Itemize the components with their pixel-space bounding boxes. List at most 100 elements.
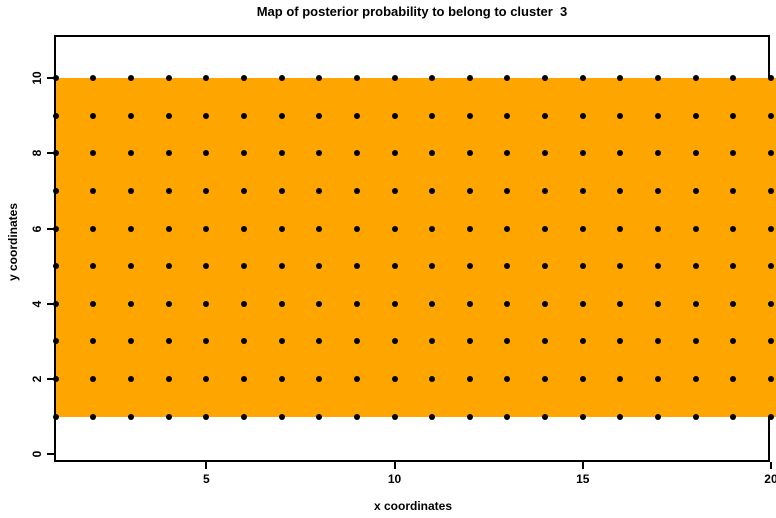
data-point-dot bbox=[466, 150, 473, 157]
data-point-dot bbox=[692, 338, 699, 345]
data-point-dot bbox=[655, 187, 662, 194]
data-point-dot bbox=[542, 150, 549, 157]
data-point-dot bbox=[316, 263, 323, 270]
y-tick-label: 8 bbox=[30, 149, 44, 157]
data-point-dot bbox=[655, 338, 662, 345]
data-point-dot bbox=[767, 225, 774, 232]
data-point-dot bbox=[655, 75, 662, 81]
data-point-dot bbox=[429, 300, 436, 307]
data-point-dot bbox=[767, 187, 774, 194]
data-point-dot bbox=[542, 376, 549, 383]
data-point-dot bbox=[730, 225, 737, 232]
data-point-dot bbox=[278, 413, 285, 420]
data-point-dot bbox=[617, 75, 624, 81]
data-point-dot bbox=[579, 187, 586, 194]
data-point-dot bbox=[52, 413, 59, 420]
data-point-dot bbox=[278, 376, 285, 383]
data-point-dot bbox=[692, 187, 699, 194]
y-tick-label: 0 bbox=[30, 450, 44, 458]
data-point-dot bbox=[504, 338, 511, 345]
data-point-dot bbox=[391, 338, 398, 345]
data-point-dot bbox=[353, 225, 360, 232]
data-point-dot bbox=[655, 413, 662, 420]
data-point-dot bbox=[90, 300, 97, 307]
data-point-dot bbox=[767, 413, 774, 420]
data-point-dot bbox=[504, 263, 511, 270]
data-point-dot bbox=[730, 338, 737, 345]
data-point-dot bbox=[278, 112, 285, 119]
x-tick-label: 5 bbox=[203, 472, 210, 486]
y-tick-label: 10 bbox=[30, 71, 44, 85]
data-point-dot bbox=[241, 112, 247, 119]
data-point-dot bbox=[692, 263, 699, 270]
data-point-dot bbox=[504, 75, 511, 81]
data-point-dot bbox=[655, 263, 662, 270]
data-point-dot bbox=[203, 225, 210, 232]
data-point-dot bbox=[692, 300, 699, 307]
data-point-dot bbox=[203, 376, 210, 383]
x-tick-label: 10 bbox=[387, 472, 402, 486]
data-point-dot bbox=[391, 225, 398, 232]
data-point-dot bbox=[391, 376, 398, 383]
data-point-dot bbox=[353, 263, 360, 270]
y-tick bbox=[47, 302, 54, 305]
data-point-dot bbox=[52, 187, 59, 194]
data-point-dot bbox=[90, 263, 97, 270]
data-point-dot bbox=[542, 300, 549, 307]
data-point-dot bbox=[128, 112, 135, 119]
data-point-dot bbox=[316, 150, 323, 157]
data-point-dot bbox=[655, 150, 662, 157]
data-point-dot bbox=[692, 112, 699, 119]
heatmap-fill bbox=[55, 78, 776, 417]
data-point-dot bbox=[542, 263, 549, 270]
data-point-dot bbox=[165, 413, 172, 420]
data-point-dot bbox=[542, 75, 549, 81]
data-point-dot bbox=[655, 376, 662, 383]
data-point-dot bbox=[241, 75, 247, 81]
data-point-dot bbox=[90, 150, 97, 157]
x-tick bbox=[205, 462, 208, 469]
data-point-dot bbox=[542, 338, 549, 345]
data-point-dot bbox=[241, 413, 247, 420]
y-tick-label: 6 bbox=[30, 225, 44, 232]
data-point-dot bbox=[579, 112, 586, 119]
data-point-dot bbox=[504, 225, 511, 232]
data-point-dot bbox=[617, 187, 624, 194]
data-point-dot bbox=[316, 300, 323, 307]
data-point-dot bbox=[203, 187, 210, 194]
data-point-dot bbox=[579, 413, 586, 420]
data-point-dot bbox=[316, 413, 323, 420]
data-point-dot bbox=[466, 413, 473, 420]
data-point-dot bbox=[579, 376, 586, 383]
data-point-dot bbox=[542, 112, 549, 119]
data-point-dot bbox=[429, 338, 436, 345]
data-point-dot bbox=[542, 187, 549, 194]
data-point-dot bbox=[165, 150, 172, 157]
data-point-dot bbox=[353, 376, 360, 383]
data-point-dot bbox=[128, 263, 135, 270]
data-point-dot bbox=[767, 300, 774, 307]
x-tick-label: 15 bbox=[576, 472, 590, 486]
data-point-dot bbox=[128, 413, 135, 420]
y-tick-label: 4 bbox=[30, 300, 44, 308]
data-point-dot bbox=[692, 413, 699, 420]
data-point-dot bbox=[617, 300, 624, 307]
data-point-dot bbox=[429, 376, 436, 383]
data-point-dot bbox=[429, 150, 436, 157]
data-point-dot bbox=[767, 112, 774, 119]
data-point-dot bbox=[466, 112, 473, 119]
data-point-dot bbox=[241, 376, 247, 383]
data-point-dot bbox=[504, 187, 511, 194]
data-point-dot bbox=[353, 112, 360, 119]
data-point-dot bbox=[52, 112, 59, 119]
data-point-dot bbox=[241, 300, 247, 307]
data-point-dot bbox=[203, 112, 210, 119]
data-point-dot bbox=[542, 225, 549, 232]
y-tick bbox=[47, 378, 54, 381]
data-point-dot bbox=[466, 338, 473, 345]
data-point-dot bbox=[353, 413, 360, 420]
data-point-dot bbox=[391, 150, 398, 157]
data-point-dot bbox=[767, 263, 774, 270]
data-point-dot bbox=[391, 187, 398, 194]
data-point-dot bbox=[692, 376, 699, 383]
